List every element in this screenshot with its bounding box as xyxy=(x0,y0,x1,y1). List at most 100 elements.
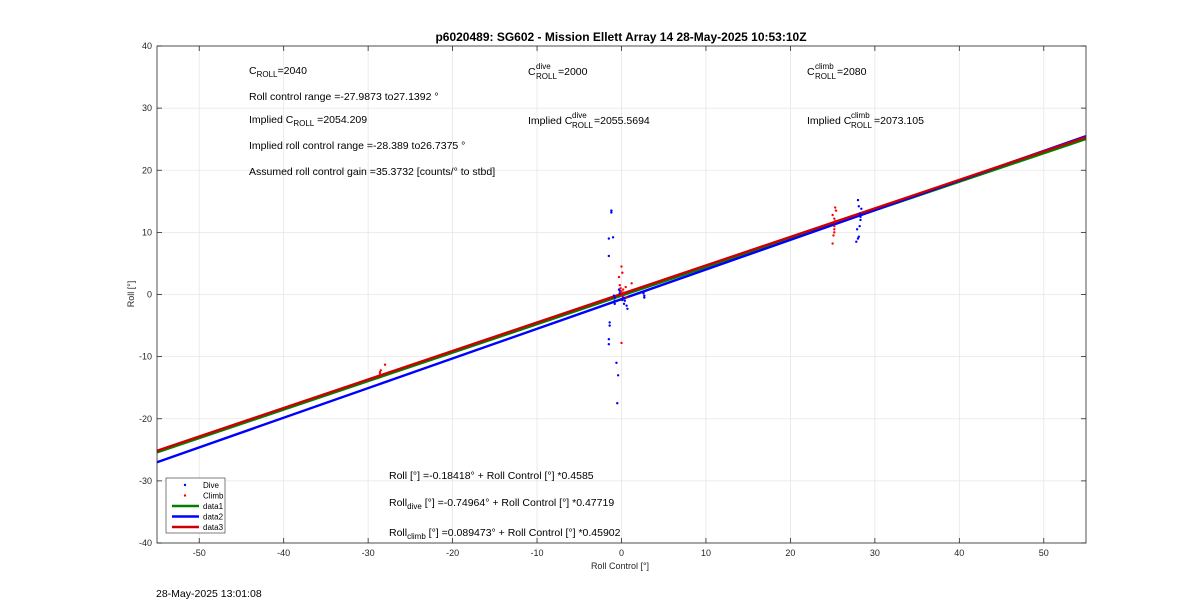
point-dive xyxy=(626,307,629,310)
point-climb xyxy=(378,372,382,376)
legend-label-data1: data1 xyxy=(203,502,224,511)
point-dive xyxy=(855,240,858,243)
point-climb xyxy=(378,370,382,374)
point-dive xyxy=(607,338,611,341)
y-tick-label: -20 xyxy=(139,414,152,424)
point-dive xyxy=(621,298,624,302)
x-tick-label: 40 xyxy=(954,548,964,558)
implied-c-dive-pre: Implied C xyxy=(528,115,573,127)
point-dive xyxy=(616,374,620,377)
y-tick-label: 0 xyxy=(147,290,152,300)
implied-c-dive-sub: ROLL xyxy=(572,121,593,130)
point-climb xyxy=(617,275,621,279)
point-dive xyxy=(610,209,613,212)
point-dive xyxy=(856,198,860,202)
point-dive xyxy=(623,299,627,302)
point-dive xyxy=(622,302,626,306)
point-dive xyxy=(643,296,646,299)
c-roll-dive-sub: ROLL xyxy=(536,72,557,81)
c-roll-dive-base: C xyxy=(528,66,536,78)
point-climb xyxy=(831,242,834,245)
c-roll-climb-sub: ROLL xyxy=(815,72,836,81)
c-roll-dive-value: =2000 xyxy=(558,66,588,78)
point-climb xyxy=(630,282,633,285)
x-axis-label: Roll Control [°] xyxy=(591,561,649,571)
point-climb xyxy=(625,296,628,299)
implied-c-dive-value: =2055.5694 xyxy=(594,115,650,127)
chart-title: p6020489: SG602 - Mission Ellett Array 1… xyxy=(435,30,806,44)
implied-range-annotation: Implied roll control range =-28.389 to26… xyxy=(249,140,465,152)
point-dive xyxy=(642,292,645,295)
implied-c-climb-sup: climb xyxy=(851,111,870,120)
y-tick-label: 30 xyxy=(142,103,152,113)
x-tick-label: 0 xyxy=(619,548,624,558)
point-dive xyxy=(607,343,611,346)
y-axis-label: Roll [°] xyxy=(126,281,136,308)
implied-c-roll-annotation: Implied CROLL =2054.209 xyxy=(249,114,367,128)
point-climb xyxy=(621,271,624,274)
point-climb xyxy=(831,213,834,217)
point-climb xyxy=(621,294,624,297)
point-climb xyxy=(833,217,836,220)
y-tick-label: 40 xyxy=(142,41,152,51)
legend-marker-dive xyxy=(183,483,187,487)
legend-label-data3: data3 xyxy=(203,523,224,532)
x-tick-label: -10 xyxy=(531,548,544,558)
point-climb xyxy=(619,287,622,290)
point-dive xyxy=(857,205,861,208)
fit-equation-climb: Rollclimb [°] =0.089473° + Roll Control … xyxy=(389,527,621,541)
x-tick-label: -20 xyxy=(446,548,459,558)
point-dive xyxy=(856,237,860,240)
point-dive xyxy=(618,292,622,295)
point-dive xyxy=(859,218,862,222)
point-climb xyxy=(832,234,835,237)
point-dive xyxy=(612,294,616,297)
point-climb xyxy=(379,369,383,372)
point-dive xyxy=(607,237,611,240)
point-dive xyxy=(610,211,613,214)
point-dive xyxy=(613,302,616,306)
x-tick-label: -40 xyxy=(277,548,290,558)
point-dive xyxy=(613,296,616,299)
point-climb xyxy=(834,209,838,212)
y-tick-label: -40 xyxy=(139,538,152,548)
point-dive xyxy=(858,224,861,228)
point-climb xyxy=(620,341,623,345)
legend-label-climb: Climb xyxy=(203,492,224,501)
axis-ticks: -50 -40 -30 -20 -10 0 10 20 30 40 50 -40 -30 -20 -10 0 1… xyxy=(139,41,1086,558)
point-dive xyxy=(625,304,628,307)
legend-label-data2: data2 xyxy=(203,513,224,522)
legend-marker-climb xyxy=(183,494,187,497)
y-tick-label: 10 xyxy=(142,227,152,237)
point-climb xyxy=(383,363,387,366)
point-climb xyxy=(624,285,627,289)
x-tick-label: 50 xyxy=(1039,548,1049,558)
point-dive xyxy=(643,294,646,297)
c-roll-dive-sup: dive xyxy=(536,62,551,71)
y-tick-label: -30 xyxy=(139,476,152,486)
point-dive xyxy=(616,402,619,405)
x-tick-label: 30 xyxy=(870,548,880,558)
implied-c-dive-sup: dive xyxy=(572,111,587,120)
fit-line-data3 xyxy=(156,135,1087,452)
y-tick-label: 20 xyxy=(142,165,152,175)
point-climb xyxy=(618,283,622,287)
point-dive xyxy=(857,235,861,238)
x-tick-label: -30 xyxy=(362,548,375,558)
point-climb xyxy=(833,228,836,231)
point-dive xyxy=(621,296,625,299)
implied-c-dive-annotation: Implied C dive ROLL =2055.5694 xyxy=(528,111,650,130)
c-roll-climb-sup: climb xyxy=(815,62,834,71)
fit-equation-all: Roll [°] =-0.18418° + Roll Control [°] *… xyxy=(389,470,594,482)
fit-equation-dive: Rolldive [°] =-0.74964° + Roll Control [… xyxy=(389,497,614,511)
implied-c-climb-pre: Implied C xyxy=(807,115,852,127)
gain-annotation: Assumed roll control gain =35.3732 [coun… xyxy=(249,166,495,178)
point-climb xyxy=(833,206,837,209)
point-dive xyxy=(858,212,861,215)
data-points xyxy=(378,198,863,405)
x-tick-label: 10 xyxy=(701,548,711,558)
print-timestamp: 28-May-2025 13:01:08 xyxy=(156,588,262,600)
x-tick-label: 20 xyxy=(785,548,795,558)
c-roll-climb-annotation: C climb ROLL =2080 xyxy=(807,62,867,81)
